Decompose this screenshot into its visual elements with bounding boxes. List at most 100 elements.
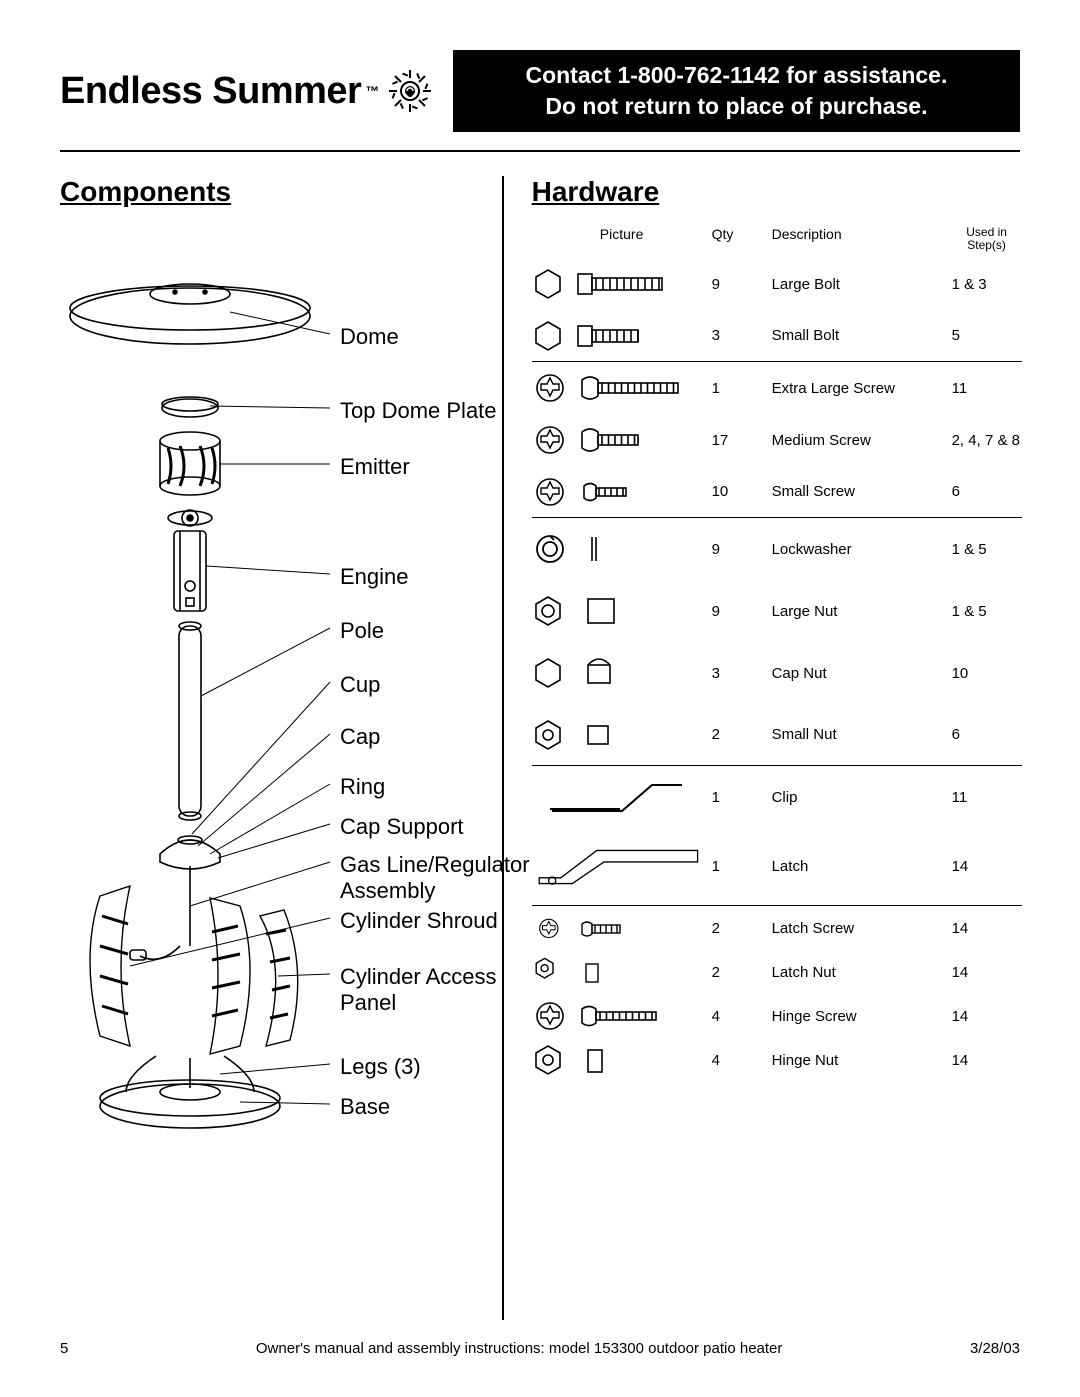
hardware-steps: 1 & 5 — [952, 541, 1022, 558]
components-column: Components — [60, 176, 502, 1320]
contact-line1: Contact 1-800-762-1142 for assistance. — [471, 60, 1002, 91]
sun-icon — [387, 68, 433, 114]
hardware-title: Hardware — [532, 176, 1022, 208]
component-label: Top Dome Plate — [340, 398, 497, 424]
hardware-qty: 3 — [712, 665, 772, 682]
hardware-desc: Lockwasher — [772, 541, 952, 558]
component-label: Cup — [340, 672, 380, 698]
hw-head-picture: Picture — [532, 226, 712, 252]
contact-line2: Do not return to place of purchase. — [471, 91, 1002, 122]
header-rule — [60, 150, 1020, 152]
hardware-desc: Large Bolt — [772, 276, 952, 293]
hardware-steps: 14 — [952, 964, 1022, 981]
hardware-row: 2Latch Screw14 — [532, 906, 1022, 950]
component-label: Legs (3) — [340, 1054, 421, 1080]
hardware-row: 4Hinge Nut14 — [532, 1038, 1022, 1082]
hardware-desc: Small Nut — [772, 726, 952, 743]
hardware-qty: 2 — [712, 964, 772, 981]
hardware-picture — [532, 651, 712, 695]
hardware-row: 1Clip11 — [532, 766, 1022, 828]
components-diagram: DomeTop Dome PlateEmitterEnginePoleCupCa… — [60, 226, 482, 1186]
hardware-row: 10Small Screw6 — [532, 466, 1022, 518]
hardware-qty: 1 — [712, 789, 772, 806]
hardware-qty: 1 — [712, 380, 772, 397]
hardware-steps: 6 — [952, 726, 1022, 743]
hardware-steps: 2, 4, 7 & 8 — [952, 432, 1022, 449]
hardware-desc: Latch Nut — [772, 964, 952, 981]
component-label: Pole — [340, 618, 384, 644]
component-label: Cap Support — [340, 814, 464, 840]
hardware-steps: 5 — [952, 327, 1022, 344]
hardware-picture — [532, 589, 712, 633]
footer-date: 3/28/03 — [970, 1340, 1020, 1357]
brand-logo: Endless Summer™ — [60, 68, 433, 114]
hardware-row: 3Cap Nut10 — [532, 642, 1022, 704]
hardware-steps: 10 — [952, 665, 1022, 682]
page-footer: 5 Owner's manual and assembly instructio… — [60, 1340, 1020, 1357]
hardware-row: 9Large Nut1 & 5 — [532, 580, 1022, 642]
component-label: Cylinder Access — [340, 964, 497, 990]
hardware-row: 2Latch Nut14 — [532, 950, 1022, 994]
hardware-desc: Cap Nut — [772, 665, 952, 682]
hardware-row: 1Latch14 — [532, 828, 1022, 906]
hardware-steps: 14 — [952, 1008, 1022, 1025]
heater-diagram-svg — [60, 226, 340, 1176]
components-title: Components — [60, 176, 482, 208]
hardware-desc: Small Bolt — [772, 327, 952, 344]
hardware-qty: 9 — [712, 603, 772, 620]
hardware-desc: Medium Screw — [772, 432, 952, 449]
hardware-steps: 11 — [952, 380, 1022, 397]
hardware-picture — [532, 527, 712, 571]
hardware-table-body: 9Large Bolt1 & 33Small Bolt51Extra Large… — [532, 258, 1022, 1082]
hardware-picture — [532, 994, 712, 1038]
hardware-picture — [532, 366, 712, 410]
hardware-row: 9Large Bolt1 & 3 — [532, 258, 1022, 310]
hardware-desc: Latch Screw — [772, 920, 952, 937]
hardware-desc: Clip — [772, 789, 952, 806]
hardware-row: 1Extra Large Screw11 — [532, 362, 1022, 414]
hardware-row: 2Small Nut6 — [532, 704, 1022, 766]
contact-banner: Contact 1-800-762-1142 for assistance. D… — [453, 50, 1020, 132]
trademark: ™ — [365, 83, 379, 99]
hardware-qty: 17 — [712, 432, 772, 449]
hardware-desc: Hinge Screw — [772, 1008, 952, 1025]
hardware-qty: 4 — [712, 1052, 772, 1069]
hardware-desc: Latch — [772, 858, 952, 875]
hardware-desc: Small Screw — [772, 483, 952, 500]
hardware-steps: 1 & 5 — [952, 603, 1022, 620]
hardware-picture — [532, 713, 712, 757]
hardware-picture — [532, 418, 712, 462]
hardware-qty: 2 — [712, 920, 772, 937]
page-header: Endless Summer™ — [60, 50, 1020, 132]
hardware-steps: 14 — [952, 920, 1022, 937]
hardware-column: Hardware Picture Qty Description Used in… — [502, 176, 1022, 1320]
hardware-qty: 3 — [712, 327, 772, 344]
hardware-picture — [532, 262, 712, 306]
hardware-desc: Hinge Nut — [772, 1052, 952, 1069]
hardware-row: 17Medium Screw2, 4, 7 & 8 — [532, 414, 1022, 466]
component-label: Emitter — [340, 454, 410, 480]
hardware-row: 9Lockwasher1 & 5 — [532, 518, 1022, 580]
hw-head-qty: Qty — [712, 226, 772, 252]
brand-text: Endless Summer — [60, 70, 361, 113]
hardware-picture — [532, 832, 712, 902]
component-label: Ring — [340, 774, 385, 800]
hardware-qty: 9 — [712, 276, 772, 293]
component-label: Base — [340, 1094, 390, 1120]
hardware-desc: Extra Large Screw — [772, 380, 952, 397]
hardware-picture — [532, 950, 712, 994]
hardware-picture — [532, 906, 712, 950]
component-label: Cylinder Shroud — [340, 908, 498, 934]
component-label: Gas Line/Regulator — [340, 852, 530, 878]
hardware-steps: 6 — [952, 483, 1022, 500]
hardware-steps: 1 & 3 — [952, 276, 1022, 293]
hardware-steps: 14 — [952, 858, 1022, 875]
hardware-picture — [532, 775, 712, 819]
component-label: Dome — [340, 324, 399, 350]
hw-head-desc: Description — [772, 226, 952, 252]
hardware-qty: 2 — [712, 726, 772, 743]
hardware-qty: 1 — [712, 858, 772, 875]
hardware-desc: Large Nut — [772, 603, 952, 620]
hardware-steps: 14 — [952, 1052, 1022, 1069]
hardware-steps: 11 — [952, 789, 1022, 806]
